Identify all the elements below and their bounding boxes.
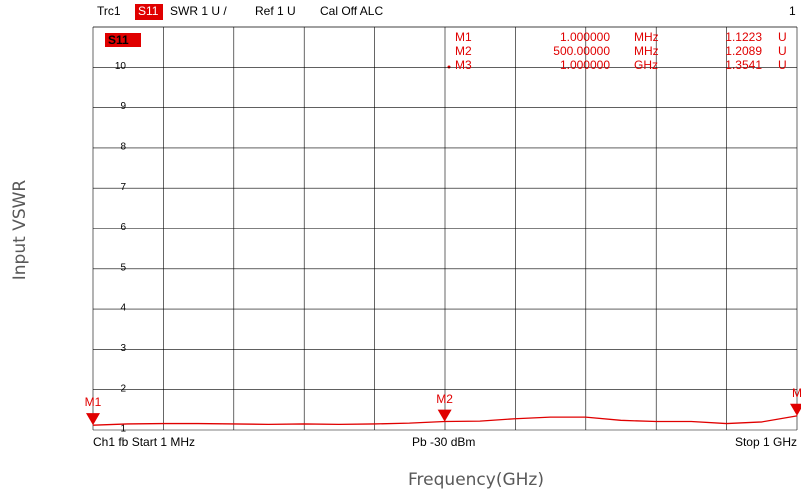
marker-freq: 500.00000: [553, 44, 610, 58]
y-axis-label: Input VSWR: [10, 180, 30, 281]
header-param: S11: [138, 4, 159, 18]
footer-power: Pb -30 dBm: [412, 435, 475, 449]
y-tick-label: 4: [120, 303, 126, 314]
marker-value: 1.3541: [725, 58, 762, 72]
marker-freq-unit: MHz: [634, 30, 659, 44]
marker-freq: 1.000000: [560, 58, 610, 72]
marker-name: M1: [455, 30, 472, 44]
marker-value: 1.2089: [725, 44, 762, 58]
y-tick-label: 6: [120, 222, 126, 233]
marker-triangle: [86, 413, 100, 426]
marker-freq-unit: MHz: [634, 44, 659, 58]
marker-triangle: [790, 403, 801, 416]
marker-value-unit: U: [778, 58, 787, 72]
marker-value-unit: U: [778, 30, 787, 44]
trace-label-box: [105, 33, 141, 47]
y-tick-label: 3: [120, 343, 126, 354]
trace-label: S11: [108, 33, 129, 47]
marker-plot-label: M2: [436, 392, 453, 406]
marker-freq: 1.000000: [560, 30, 610, 44]
marker-value-unit: U: [778, 44, 787, 58]
footer-stop: Stop 1 GHz: [735, 435, 797, 449]
header-ref: Ref 1 U: [255, 4, 296, 18]
header-cal: Cal Off ALC: [320, 4, 383, 18]
marker-triangle: [437, 409, 452, 422]
y-tick-label: 10: [115, 61, 127, 72]
x-axis-label: Frequency(GHz): [408, 470, 544, 490]
y-tick-label: 7: [120, 182, 126, 193]
marker-value: 1.1223: [725, 30, 762, 44]
marker-freq-unit: GHz: [634, 58, 658, 72]
marker-plot-label: M1: [85, 395, 102, 409]
y-tick-label: 5: [120, 262, 126, 273]
header-highlight: [135, 4, 163, 20]
channel-number: 1: [789, 4, 796, 18]
marker-name: M3: [455, 58, 472, 72]
footer-start: Ch1 fb Start 1 MHz: [93, 435, 195, 449]
y-tick-label: 8: [120, 142, 126, 153]
y-tick-label: 9: [120, 101, 126, 112]
header-format: SWR 1 U /: [170, 4, 227, 18]
marker-name: M2: [455, 44, 472, 58]
header-trace: Trc1: [97, 4, 121, 18]
marker-plot-label: M: [792, 386, 801, 400]
y-tick-label: 1: [120, 424, 126, 435]
y-tick-label: 2: [120, 383, 126, 394]
